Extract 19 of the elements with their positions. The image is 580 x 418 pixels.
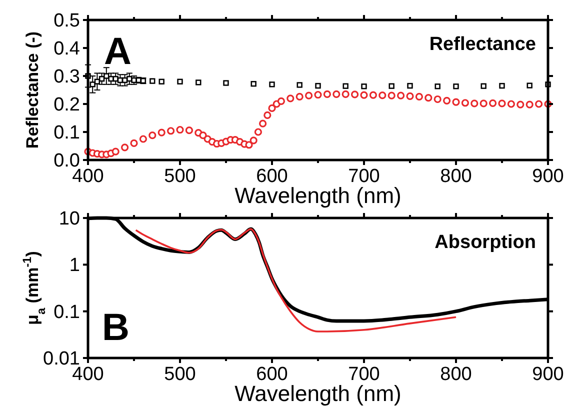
y-axis-title: Reflectance (-) [23,31,42,149]
y-tick-label: 1 [69,255,80,276]
annotation: Reflectance [429,34,536,55]
x-tick-label: 800 [440,364,472,385]
y-tick-label: 0.1 [54,122,80,144]
y-tick-label: 0.5 [54,10,80,32]
x-tick-label: 900 [532,364,564,385]
annotation: B [102,307,130,349]
y-tick-label: 0.1 [54,302,80,323]
x-tick-label: 500 [164,364,196,385]
annotation: Absorption [434,232,536,253]
y-tick-label: 0.4 [54,38,80,60]
x-tick-label: 900 [532,166,564,187]
x-tick-label: 800 [440,166,472,187]
annotation: A [104,31,132,73]
y-tick-label: 0.3 [54,66,80,88]
y-tick-label: 0.2 [54,94,80,116]
y-tick-label: 10 [58,208,80,230]
x-tick-label: 500 [164,166,196,187]
